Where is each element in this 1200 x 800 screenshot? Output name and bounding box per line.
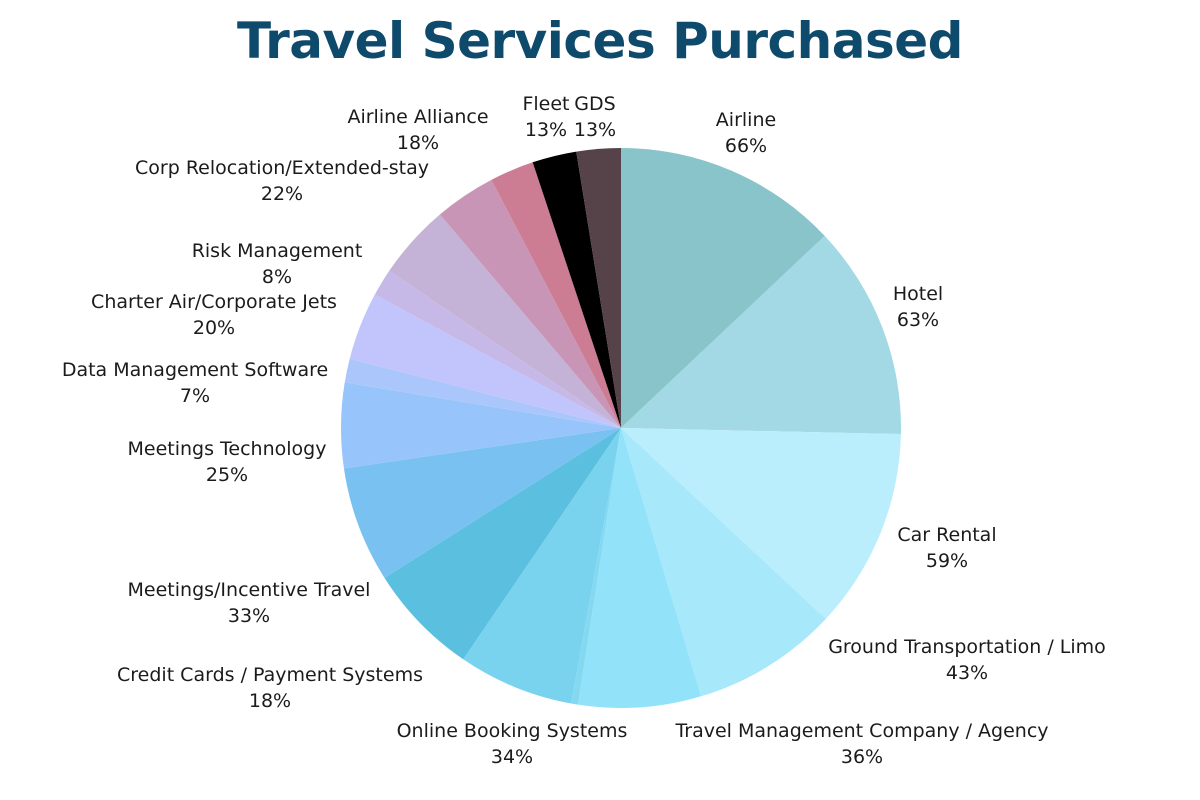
slice-label-ground-transportation-limo: Ground Transportation / Limo (828, 636, 1106, 658)
slice-label-meetings-incentive-travel: Meetings/Incentive Travel (128, 579, 371, 601)
slice-percent-airline-alliance: 18% (397, 132, 439, 154)
slice-label-travel-management-company-agency: Travel Management Company / Agency (674, 720, 1048, 742)
pie-slice-meetings-technology (341, 382, 621, 469)
pie-slice-fleet (491, 162, 621, 429)
pie-slice-meetings-incentive-travel (343, 428, 621, 578)
slice-label-airline-alliance: Airline Alliance (347, 106, 488, 128)
slice-label-data-management-software: Data Management Software (62, 359, 328, 381)
pie-slice-credit-cards-payment-systems (384, 428, 621, 660)
slice-percent-meetings-technology: 25% (206, 464, 248, 486)
pie-slices (341, 147, 901, 708)
slice-percent-fleet: 13% (525, 119, 567, 141)
pie-slice-ground-transportation-limo (621, 428, 826, 697)
slice-percent-risk-management: 8% (262, 266, 292, 288)
slice-percent-hotel: 63% (897, 309, 939, 331)
slice-percent-data-management-software: 7% (180, 385, 210, 407)
pie-slice-risk-management (374, 270, 621, 428)
slice-label-airline: Airline (716, 109, 776, 131)
slice-percent-airline: 66% (725, 135, 767, 157)
slice-percent-online-booking-systems: 34% (491, 746, 533, 768)
pie-labels: Airline 66% Hotel 63% Car Rental 59% Ground Tr… (62, 93, 1106, 768)
slice-percent-ground-transportation-limo: 43% (946, 662, 988, 684)
slice-percent-car-rental: 59% (926, 550, 968, 572)
slice-label-corp-relocation-extended-stay: Corp Relocation/Extended-stay (135, 157, 429, 179)
pie-slice-unlabeled-17 (576, 148, 621, 428)
slice-percent-credit-cards-payment-systems: 18% (249, 690, 291, 712)
pie-slice-gds (532, 151, 621, 428)
pie-slice-airline (621, 147, 825, 428)
pie-slice-data-management-software (344, 358, 621, 428)
slice-percent-gds: 13% (574, 119, 616, 141)
slice-label-gds: GDS (574, 93, 615, 115)
slice-percent-meetings-incentive-travel: 33% (228, 605, 270, 627)
slice-label-credit-cards-payment-systems: Credit Cards / Payment Systems (117, 664, 423, 686)
slice-percent-travel-management-company-agency: 36% (841, 746, 883, 768)
pie-slice-hotel (621, 235, 901, 435)
slice-percent-charter-air-corporate-jets: 20% (193, 317, 235, 339)
slice-label-meetings-technology: Meetings Technology (128, 438, 327, 460)
slice-label-risk-management: Risk Management (192, 240, 363, 262)
slice-label-online-booking-systems: Online Booking Systems (397, 720, 628, 742)
chart-title: Travel Services Purchased (237, 12, 963, 70)
pie-slice-online-booking-systems (463, 428, 621, 704)
slice-label-hotel: Hotel (893, 283, 943, 305)
pie-slice-corp-relocation-extended-stay (389, 214, 621, 428)
slice-percent-corp-relocation-extended-stay: 22% (261, 183, 303, 205)
slice-label-charter-air-corporate-jets: Charter Air/Corporate Jets (91, 291, 337, 313)
pie-slice-car-rental (621, 428, 901, 619)
pie-slice-travel-management-company-agency (577, 428, 702, 708)
slice-label-car-rental: Car Rental (897, 524, 996, 546)
slice-label-fleet: Fleet (522, 93, 569, 115)
pie-slice-airline-alliance (439, 179, 621, 428)
pie-slice-charter-air-corporate-jets (349, 294, 621, 428)
pie-slice-unlabeled-5 (571, 428, 621, 705)
